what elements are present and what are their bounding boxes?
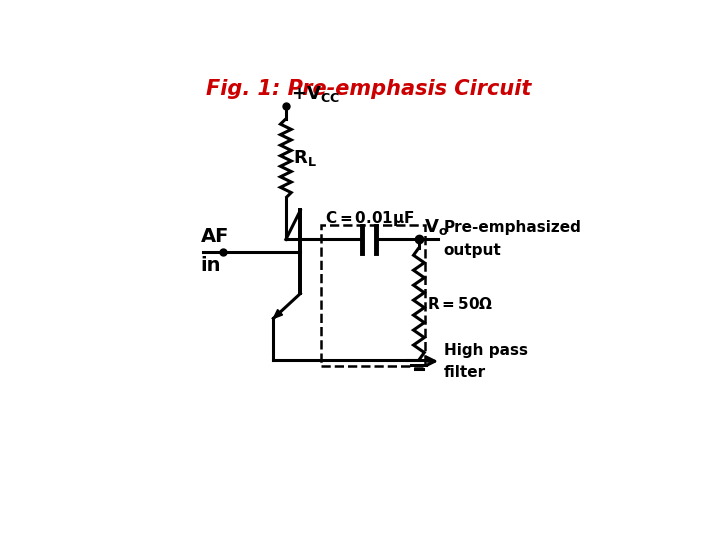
Text: $\mathbf{C = 0.01\mu F}$: $\mathbf{C = 0.01\mu F}$	[325, 209, 415, 228]
Text: in: in	[201, 256, 221, 275]
Text: $\mathbf{V_o}$: $\mathbf{V_o}$	[424, 218, 448, 238]
Text: AF: AF	[201, 227, 229, 246]
Text: $\mathbf{R_L}$: $\mathbf{R_L}$	[293, 148, 317, 168]
Text: $\mathbf{R = 50\Omega}$: $\mathbf{R = 50\Omega}$	[427, 296, 493, 312]
Text: output: output	[444, 243, 502, 258]
Text: Fig. 1: Pre-emphasis Circuit: Fig. 1: Pre-emphasis Circuit	[207, 79, 531, 99]
Text: filter: filter	[444, 365, 486, 380]
Polygon shape	[274, 309, 282, 319]
Text: $\mathbf{+V_{CC}}$: $\mathbf{+V_{CC}}$	[291, 84, 340, 104]
Text: Pre-emphasized: Pre-emphasized	[444, 220, 582, 235]
Text: High pass: High pass	[444, 343, 528, 358]
